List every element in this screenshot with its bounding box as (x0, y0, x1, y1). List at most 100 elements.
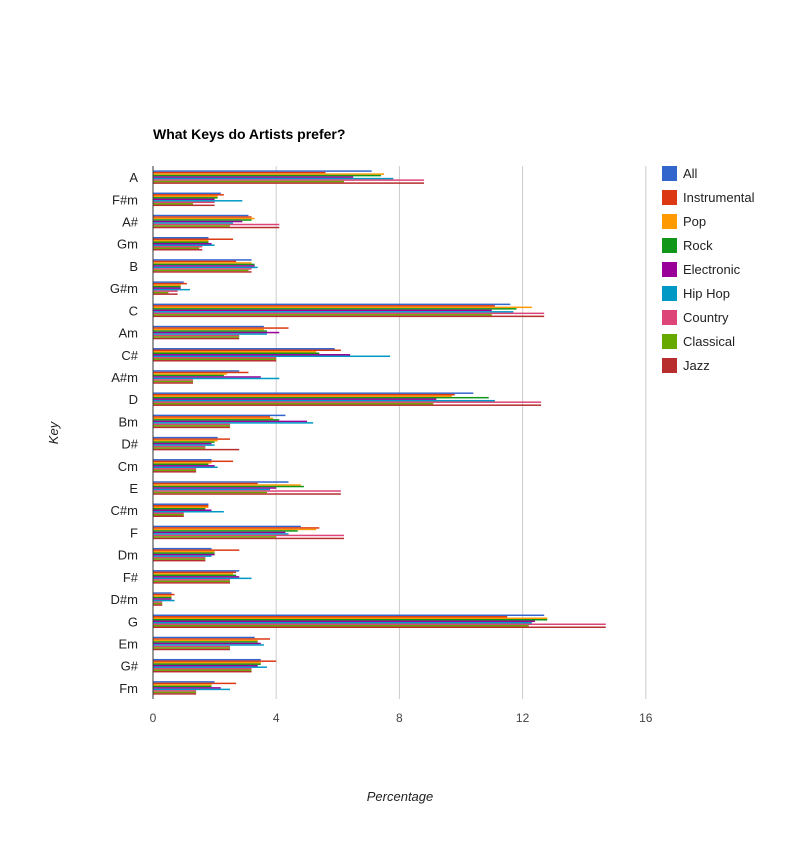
bar (153, 217, 255, 220)
bar (153, 663, 261, 665)
category-label: F# (123, 570, 139, 585)
bar (153, 214, 249, 217)
legend-label: All (683, 166, 698, 181)
bar (153, 550, 215, 553)
legend-label: Rock (683, 238, 713, 253)
bar (153, 536, 277, 538)
bar (153, 469, 197, 472)
bar (153, 349, 341, 352)
bar (153, 268, 252, 270)
bar (153, 614, 545, 617)
bar (153, 399, 495, 402)
bar (153, 647, 230, 649)
bar (153, 595, 172, 597)
bar (153, 527, 320, 529)
bar (153, 466, 218, 469)
bar (153, 248, 203, 251)
bar (153, 641, 258, 643)
bar (153, 260, 237, 263)
bar (153, 576, 240, 578)
bar (153, 327, 289, 329)
bar (153, 309, 492, 312)
bar (153, 358, 277, 361)
bar (153, 192, 221, 195)
bar (153, 379, 194, 381)
legend-swatch (662, 238, 677, 253)
bar (153, 504, 209, 507)
bar (153, 439, 218, 442)
bar (153, 525, 301, 528)
bar (153, 462, 212, 464)
bar (153, 420, 307, 423)
bar (153, 445, 206, 448)
legend-swatch (662, 190, 677, 205)
bar (153, 311, 514, 313)
bar (153, 684, 212, 686)
bar (153, 619, 548, 621)
bar (153, 374, 224, 377)
category-label: A#m (111, 370, 138, 385)
bar (153, 395, 452, 397)
bar (153, 182, 425, 184)
bar (153, 417, 274, 420)
bar (153, 681, 215, 683)
bar (153, 263, 255, 266)
legend-label: Jazz (683, 358, 710, 373)
y-axis-title: Key (46, 420, 61, 444)
bar (153, 348, 335, 350)
bar (153, 222, 234, 224)
bar (153, 693, 197, 695)
bar (153, 667, 252, 670)
bar (153, 580, 230, 583)
bar (153, 604, 163, 606)
bar (153, 688, 230, 691)
bar (153, 537, 344, 540)
x-tick-labels: 0 4 8 12 16 (150, 711, 653, 725)
bar (153, 382, 194, 384)
bar (153, 465, 215, 467)
category-label: A# (122, 215, 139, 230)
bar (153, 265, 255, 267)
bar (153, 225, 230, 227)
bar (153, 241, 209, 243)
bar (153, 463, 209, 466)
bar (153, 176, 354, 178)
bar (153, 556, 206, 559)
bar (153, 305, 495, 307)
bar (153, 533, 289, 535)
bar (153, 203, 194, 205)
bar (153, 371, 249, 374)
bar (153, 244, 215, 246)
bar (153, 669, 252, 671)
bar (153, 559, 206, 562)
bar (153, 238, 234, 240)
bar (153, 200, 243, 202)
bar (153, 174, 381, 177)
bar (153, 328, 264, 331)
bar (153, 460, 234, 463)
bar (153, 392, 474, 394)
category-label: B (129, 259, 138, 274)
bar (153, 285, 181, 288)
bar (153, 422, 314, 424)
bar (153, 171, 326, 174)
bar (153, 269, 249, 272)
bar (153, 314, 492, 316)
bar (153, 404, 542, 406)
bar (153, 281, 184, 283)
bar (153, 330, 267, 332)
bar (153, 259, 252, 261)
bar (153, 290, 178, 292)
bar (153, 357, 277, 359)
category-label: C#m (111, 503, 138, 518)
x-axis-title: Percentage (367, 789, 434, 804)
legend-swatch (662, 262, 677, 277)
legend-swatch (662, 166, 677, 181)
bar (153, 219, 252, 221)
bar (153, 194, 224, 196)
category-label: C (129, 303, 138, 318)
bar (153, 644, 264, 646)
bar (153, 515, 184, 517)
bar (153, 180, 344, 183)
bar (153, 645, 230, 648)
